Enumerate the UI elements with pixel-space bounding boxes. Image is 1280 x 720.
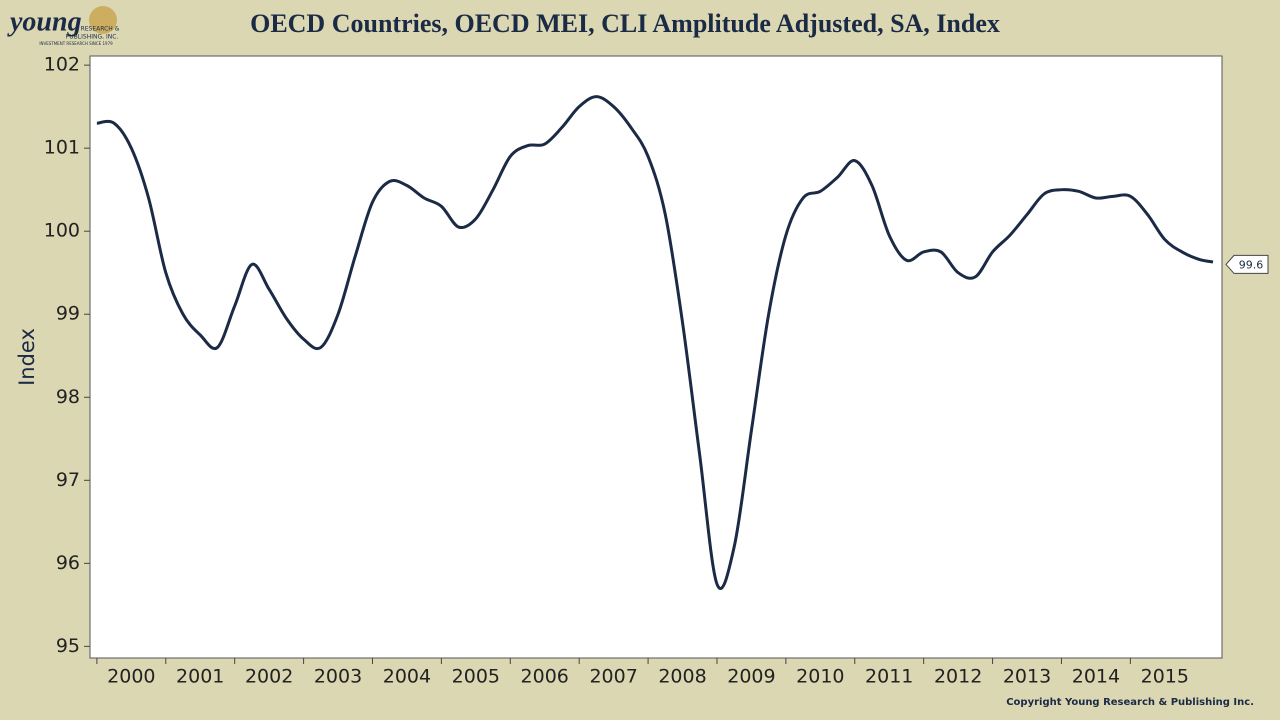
- end-label-box: [1225, 254, 1269, 274]
- line: [96, 95, 1214, 590]
- y-tick-label: 96: [56, 552, 80, 574]
- copyright: Copyright Young Research & Publishing In…: [1006, 697, 1254, 708]
- y-tick-label: 102: [44, 54, 80, 76]
- x-tick-label: 2005: [452, 666, 500, 688]
- y-tick-label: 97: [56, 469, 80, 491]
- x-tick-label: 2009: [727, 666, 775, 688]
- x-tick-label: 2001: [176, 666, 224, 688]
- x-tick-label: 2000: [107, 666, 155, 688]
- x-tick-label: 2004: [383, 666, 431, 688]
- x-tick-label: 2011: [865, 666, 913, 688]
- logo-line1: RESEARCH &: [81, 26, 120, 33]
- logo-tagline: INVESTMENT RESEARCH SINCE 1979: [39, 41, 113, 46]
- y-tick-label: 98: [56, 386, 80, 408]
- y-tick-label: 95: [56, 635, 80, 657]
- logo-name: young: [7, 6, 82, 37]
- x-tick-label: 2008: [658, 666, 706, 688]
- x-tick-label: 2006: [521, 666, 569, 688]
- x-tick-label: 2013: [1003, 666, 1051, 688]
- end-label: 99.6: [1239, 258, 1264, 271]
- logo-line2: PUBLISHING, INC.: [66, 34, 119, 41]
- x-tick-label: 2003: [314, 666, 362, 688]
- y-tick-label: 100: [44, 220, 80, 242]
- chart-title: OECD Countries, OECD MEI, CLI Amplitude …: [250, 9, 1000, 38]
- logo-globe: [89, 6, 117, 34]
- y-axis-label: Index: [15, 328, 39, 386]
- x-tick-label: 2015: [1141, 666, 1189, 688]
- x-tick-label: 2010: [796, 666, 844, 688]
- y-tick-label: 101: [44, 137, 80, 159]
- x-tick-label: 2012: [934, 666, 982, 688]
- x-tick-label: 2007: [589, 666, 637, 688]
- x-tick-label: 2014: [1072, 666, 1120, 688]
- x-tick-label: 2002: [245, 666, 293, 688]
- plot-area: [89, 55, 1223, 659]
- y-tick-label: 99: [56, 303, 80, 325]
